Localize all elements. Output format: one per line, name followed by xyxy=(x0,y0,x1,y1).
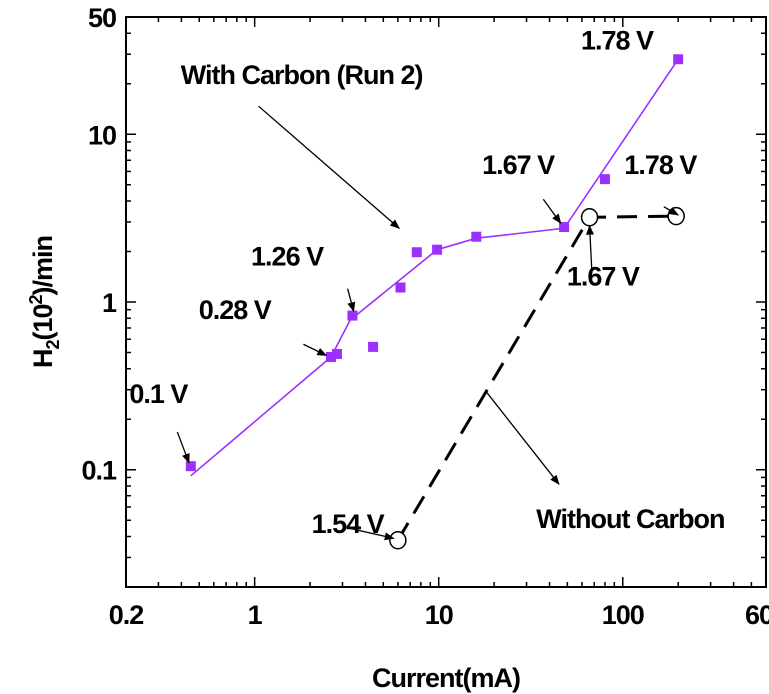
with-carbon-point xyxy=(432,244,443,255)
series-layer xyxy=(185,54,685,550)
annotation-label: With Carbon (Run 2) xyxy=(181,60,423,90)
with-carbon-point xyxy=(471,231,482,242)
y-tick-label: 0.1 xyxy=(81,456,117,486)
annotation-label: 1.78 V xyxy=(581,26,654,56)
annotation-arrow xyxy=(347,288,356,313)
with-carbon-point xyxy=(673,54,684,65)
annotation-label: 1.67 V xyxy=(567,262,640,292)
with-carbon-point xyxy=(331,348,342,359)
with-carbon-point xyxy=(347,310,358,321)
annotation-labels: 1.78 V With Carbon (Run 2) 1.67 V 1.78 V 1.2… xyxy=(129,26,725,539)
annotation-label: Without Carbon xyxy=(536,504,724,534)
with-carbon-point xyxy=(395,282,406,293)
axis-tick-labels: 0.2 1 10 100 600 0.1 1 10 50 xyxy=(81,3,769,630)
annotation-arrow xyxy=(486,391,560,485)
annotation-arrow xyxy=(542,198,562,224)
y-tick-label: 50 xyxy=(88,3,116,33)
with-carbon-point xyxy=(559,221,570,232)
x-tick-label: 600 xyxy=(745,600,769,630)
annotation-arrows xyxy=(176,105,680,541)
annotation-arrow xyxy=(663,206,680,216)
y-axis-title-mid: (10 xyxy=(28,304,58,340)
y-tick-label: 1 xyxy=(102,288,117,318)
x-tick-label: 100 xyxy=(602,600,644,630)
y-axis-title: H2(102)/min xyxy=(26,236,63,368)
annotation-label: 1.54 V xyxy=(312,509,385,539)
x-tick-label: 0.2 xyxy=(109,600,144,630)
annotation-arrow xyxy=(258,105,400,229)
without-carbon-point xyxy=(389,530,407,550)
annotation-arrow xyxy=(176,431,190,464)
with-carbon-point xyxy=(599,174,610,185)
annotation-label: 0.1 V xyxy=(129,379,188,409)
y-axis-title-main: H xyxy=(28,350,58,369)
annotation-arrow xyxy=(347,527,395,541)
with-carbon-point xyxy=(326,352,337,363)
annotation-label: 1.26 V xyxy=(251,242,324,272)
y-axis-title-sup: 2 xyxy=(26,294,46,304)
x-tick-label: 10 xyxy=(425,600,453,630)
y-tick-label: 10 xyxy=(88,120,116,150)
without-carbon-point xyxy=(580,208,599,227)
annotation-label: 0.28 V xyxy=(199,295,272,325)
with-carbon-point xyxy=(411,247,422,258)
annotation-label: 1.67 V xyxy=(482,150,555,180)
annotation-label: 1.78 V xyxy=(624,150,697,180)
y-axis-title-end: )/min xyxy=(28,236,58,296)
with-carbon-point xyxy=(368,341,379,352)
x-axis-title: Current(mA) xyxy=(372,663,520,693)
annotation-arrow xyxy=(303,343,328,357)
y-axis-title-sub: 2 xyxy=(43,340,63,350)
with-carbon-point xyxy=(185,461,196,472)
axis-ticks xyxy=(125,16,767,588)
x-tick-label: 1 xyxy=(248,600,263,630)
annotation-arrow xyxy=(586,224,595,274)
